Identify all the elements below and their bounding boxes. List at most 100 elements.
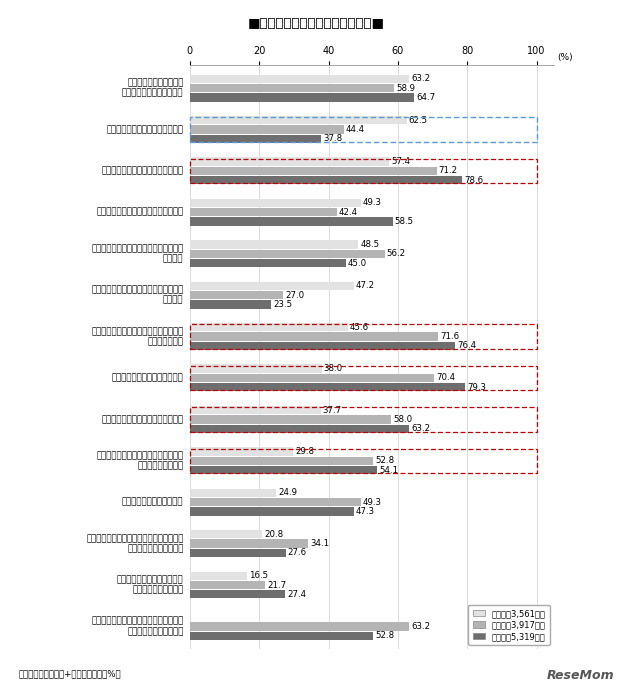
Bar (190, 208, 337, 216)
Bar (190, 447, 293, 455)
Text: 45.0: 45.0 (348, 258, 367, 267)
Bar (190, 176, 462, 184)
Bar (190, 199, 361, 207)
Text: 20.8: 20.8 (264, 530, 283, 539)
Text: 21.7: 21.7 (267, 581, 286, 589)
Bar (190, 383, 465, 392)
Bar (190, 93, 414, 102)
Text: 64.7: 64.7 (417, 93, 436, 102)
Text: 63.2: 63.2 (411, 622, 430, 631)
Text: 58.9: 58.9 (396, 84, 415, 93)
Bar (190, 75, 409, 83)
Text: 34.1: 34.1 (310, 539, 329, 548)
Text: 58.0: 58.0 (393, 415, 412, 424)
Bar (190, 324, 537, 349)
Bar (190, 249, 385, 258)
Text: 56.2: 56.2 (387, 249, 406, 258)
Text: 71.6: 71.6 (440, 332, 460, 341)
Text: わからないことがあると
「もっと知りたい」と思う: わからないことがあると 「もっと知りたい」と思う (122, 78, 184, 98)
Bar (190, 167, 437, 175)
Text: 38.0: 38.0 (323, 364, 343, 373)
Bar (190, 549, 285, 557)
Text: わからないことがあるとき、
質問できる人がいない: わからないことがあるとき、 質問できる人がいない (117, 575, 184, 595)
Text: 63.2: 63.2 (411, 424, 430, 433)
Text: ReseMom: ReseMom (546, 668, 614, 682)
Text: 学校の先生が自分をどう評価しているか
気になる: 学校の先生が自分をどう評価しているか 気になる (91, 244, 184, 263)
Bar (190, 539, 308, 548)
Bar (190, 590, 285, 598)
Bar (190, 406, 320, 414)
Bar (190, 291, 284, 300)
Bar (190, 508, 354, 516)
Bar (190, 407, 537, 431)
Bar (190, 116, 406, 124)
Bar (190, 530, 262, 539)
Text: 29.8: 29.8 (295, 447, 314, 456)
Bar (190, 159, 537, 183)
Bar (190, 259, 346, 267)
Text: 27.6: 27.6 (287, 548, 307, 557)
Bar (190, 117, 537, 142)
Text: 資格試験や検定試験（英検、漢検など）を
受けるための勉強をする: 資格試験や検定試験（英検、漢検など）を 受けるための勉強をする (86, 534, 184, 553)
Text: 58.5: 58.5 (395, 217, 414, 226)
Text: 勉強しようという気持ちがわかない: 勉強しようという気持ちがわかない (101, 415, 184, 424)
Text: 45.6: 45.6 (350, 323, 369, 332)
Text: 47.3: 47.3 (356, 507, 375, 516)
Text: 47.2: 47.2 (356, 281, 375, 291)
Text: 定期テストはしっかり準備をしてのぞむ
【中学生・高校生のみ】: 定期テストはしっかり準備をしてのぞむ 【中学生・高校生のみ】 (91, 617, 184, 636)
Text: 他にやりたいことがあってもがまんして
勉強する: 他にやりたいことがあってもがまんして 勉強する (91, 285, 184, 305)
Text: (%): (%) (557, 53, 573, 62)
Bar (190, 84, 394, 92)
Text: 37.7: 37.7 (323, 405, 342, 414)
Text: 27.4: 27.4 (287, 590, 306, 599)
Bar (190, 449, 537, 473)
Text: 37.8: 37.8 (323, 134, 342, 144)
Text: 49.3: 49.3 (363, 497, 382, 507)
Bar (190, 488, 276, 497)
Bar (190, 622, 409, 631)
Text: 54.1: 54.1 (380, 466, 399, 475)
Text: 親に言われなくても自分から勉強する: 親に言われなくても自分から勉強する (96, 207, 184, 217)
Legend: 小学生（3,561名）, 中学生（3,917名）, 高校生（5,319名）: 小学生（3,561名）, 中学生（3,917名）, 高校生（5,319名） (468, 605, 549, 645)
Bar (190, 572, 247, 580)
Text: 注）「とてもそう」+「まあそう」の%。: 注）「とてもそう」+「まあそう」の%。 (19, 670, 122, 679)
Bar (190, 365, 537, 390)
Text: 63.2: 63.2 (411, 74, 430, 83)
Bar (190, 365, 322, 373)
Text: 23.5: 23.5 (273, 300, 292, 309)
Text: 52.8: 52.8 (375, 456, 394, 465)
Text: ■勉強の取り組み（学校段階別）■: ■勉強の取り組み（学校段階別）■ (248, 17, 385, 30)
Text: 48.5: 48.5 (360, 240, 379, 249)
Text: 52.8: 52.8 (375, 631, 394, 640)
Bar (190, 425, 409, 433)
Text: どうしてこんなことを勉強しなければ
いけないのかと思う: どうしてこんなことを勉強しなければ いけないのかと思う (96, 451, 184, 471)
Bar (190, 323, 348, 331)
Bar (190, 135, 321, 143)
Bar (190, 341, 454, 350)
Text: 79.3: 79.3 (467, 383, 486, 392)
Text: 問題を解いた後は答え合わせをする: 問題を解いた後は答え合わせをする (101, 166, 184, 175)
Text: 70.4: 70.4 (436, 374, 455, 383)
Text: 49.3: 49.3 (363, 199, 382, 207)
Text: 57.4: 57.4 (391, 157, 410, 166)
Text: 76.4: 76.4 (457, 341, 476, 350)
Bar (190, 333, 438, 341)
Text: 44.4: 44.4 (346, 125, 365, 134)
Text: 受験を目標にして勉強する: 受験を目標にして勉強する (122, 497, 184, 507)
Bar (190, 374, 434, 382)
Bar (190, 300, 272, 308)
Bar (190, 581, 265, 589)
Text: 27.0: 27.0 (285, 291, 304, 300)
Bar (190, 498, 361, 506)
Bar (190, 466, 377, 474)
Bar (190, 631, 373, 640)
Text: 78.6: 78.6 (465, 176, 484, 185)
Text: 16.5: 16.5 (249, 571, 268, 581)
Text: 今までにもっときちんと勉強しておけば
よかったと思う: 今までにもっときちんと勉強しておけば よかったと思う (91, 327, 184, 346)
Bar (190, 282, 353, 290)
Bar (190, 125, 344, 133)
Bar (190, 415, 391, 423)
Bar (190, 240, 358, 249)
Bar (190, 457, 373, 465)
Bar (190, 157, 389, 166)
